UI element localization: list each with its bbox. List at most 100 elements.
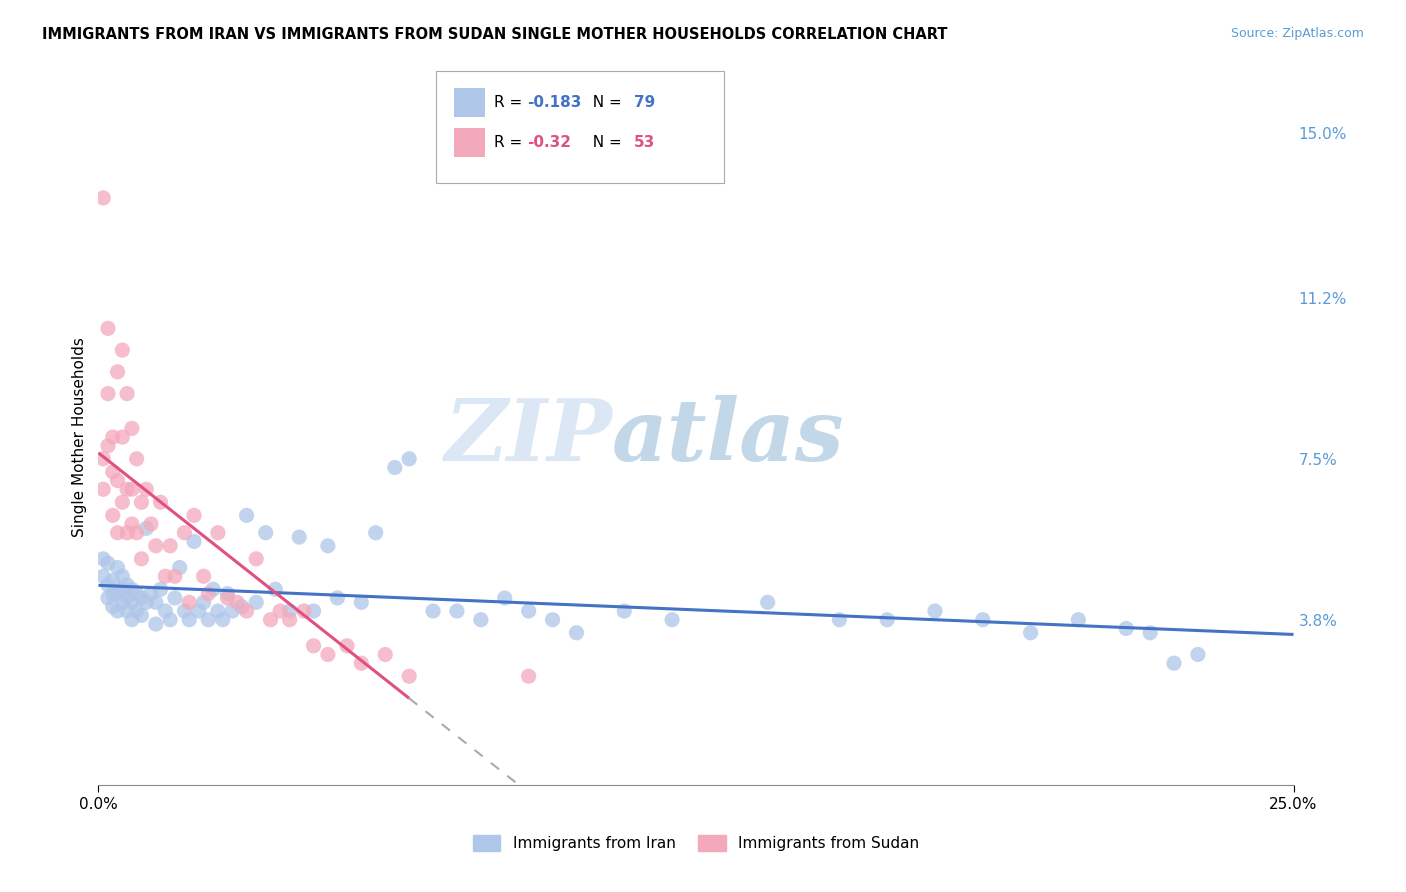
Point xyxy=(111,582,134,597)
Point xyxy=(101,465,124,479)
Point xyxy=(302,639,325,653)
Text: N =: N = xyxy=(583,95,627,110)
Point xyxy=(163,569,186,583)
Point xyxy=(202,582,225,597)
Point xyxy=(1163,657,1185,671)
Point xyxy=(541,613,564,627)
Point xyxy=(876,613,898,627)
Point xyxy=(197,587,219,601)
Text: IMMIGRANTS FROM IRAN VS IMMIGRANTS FROM SUDAN SINGLE MOTHER HOUSEHOLDS CORRELATI: IMMIGRANTS FROM IRAN VS IMMIGRANTS FROM … xyxy=(42,27,948,42)
Point xyxy=(139,587,162,601)
Point xyxy=(173,604,195,618)
Text: 53: 53 xyxy=(634,136,655,150)
Point xyxy=(422,604,444,618)
Point xyxy=(135,521,157,535)
Legend: Immigrants from Iran, Immigrants from Sudan: Immigrants from Iran, Immigrants from Su… xyxy=(467,829,925,857)
Point xyxy=(121,582,143,597)
Point xyxy=(101,587,124,601)
Point xyxy=(91,451,114,466)
Point xyxy=(107,474,129,488)
Point xyxy=(131,551,153,566)
Point xyxy=(107,587,129,601)
Text: R =: R = xyxy=(494,95,527,110)
Point xyxy=(107,525,129,540)
Point xyxy=(211,613,233,627)
Point xyxy=(149,582,172,597)
Text: 79: 79 xyxy=(634,95,655,110)
Point xyxy=(1067,613,1090,627)
Point xyxy=(231,599,253,614)
Point xyxy=(302,604,325,618)
Point xyxy=(316,648,339,662)
Point xyxy=(145,595,167,609)
Point xyxy=(121,421,143,435)
Point xyxy=(97,578,120,592)
Point xyxy=(183,508,205,523)
Point xyxy=(121,516,143,531)
Point xyxy=(125,525,148,540)
Point xyxy=(1139,625,1161,640)
Point xyxy=(245,595,267,609)
Point xyxy=(101,430,124,444)
Text: atlas: atlas xyxy=(613,395,845,479)
Point xyxy=(183,534,205,549)
Point xyxy=(159,539,181,553)
Point xyxy=(131,608,153,623)
Point xyxy=(197,613,219,627)
Point xyxy=(217,587,239,601)
Point xyxy=(565,625,588,640)
Point xyxy=(350,657,373,671)
Point xyxy=(1115,621,1137,635)
Text: -0.183: -0.183 xyxy=(527,95,582,110)
Point xyxy=(517,604,540,618)
Point xyxy=(374,648,396,662)
Point xyxy=(336,639,359,653)
Point xyxy=(111,569,134,583)
Point xyxy=(259,613,281,627)
Point xyxy=(145,539,167,553)
Point xyxy=(924,604,946,618)
Point xyxy=(235,604,257,618)
Point xyxy=(155,604,177,618)
Point xyxy=(107,365,129,379)
Point xyxy=(97,556,120,570)
Point xyxy=(193,569,215,583)
Point xyxy=(972,613,994,627)
Point xyxy=(131,591,153,605)
Point xyxy=(107,560,129,574)
Point xyxy=(159,613,181,627)
Point xyxy=(326,591,349,605)
Point xyxy=(97,321,120,335)
Point xyxy=(97,591,120,605)
Point xyxy=(1187,648,1209,662)
Point xyxy=(131,495,153,509)
Point xyxy=(155,569,177,583)
Point xyxy=(207,525,229,540)
Point xyxy=(398,669,420,683)
Point xyxy=(292,604,315,618)
Point xyxy=(97,386,120,401)
Point xyxy=(115,578,138,592)
Point xyxy=(235,508,257,523)
Point xyxy=(97,439,120,453)
Text: -0.32: -0.32 xyxy=(527,136,571,150)
Point xyxy=(661,613,683,627)
Text: ZIP: ZIP xyxy=(444,395,613,479)
Point xyxy=(91,551,114,566)
Point xyxy=(494,591,516,605)
Point xyxy=(470,613,492,627)
Point xyxy=(269,604,291,618)
Point xyxy=(316,539,339,553)
Point xyxy=(613,604,636,618)
Point xyxy=(278,613,301,627)
Point xyxy=(91,482,114,496)
Point xyxy=(364,525,387,540)
Point xyxy=(101,508,124,523)
Point xyxy=(121,613,143,627)
Point xyxy=(115,604,138,618)
Point xyxy=(115,386,138,401)
Point xyxy=(278,604,301,618)
Point xyxy=(221,604,243,618)
Point xyxy=(517,669,540,683)
Point xyxy=(350,595,373,609)
